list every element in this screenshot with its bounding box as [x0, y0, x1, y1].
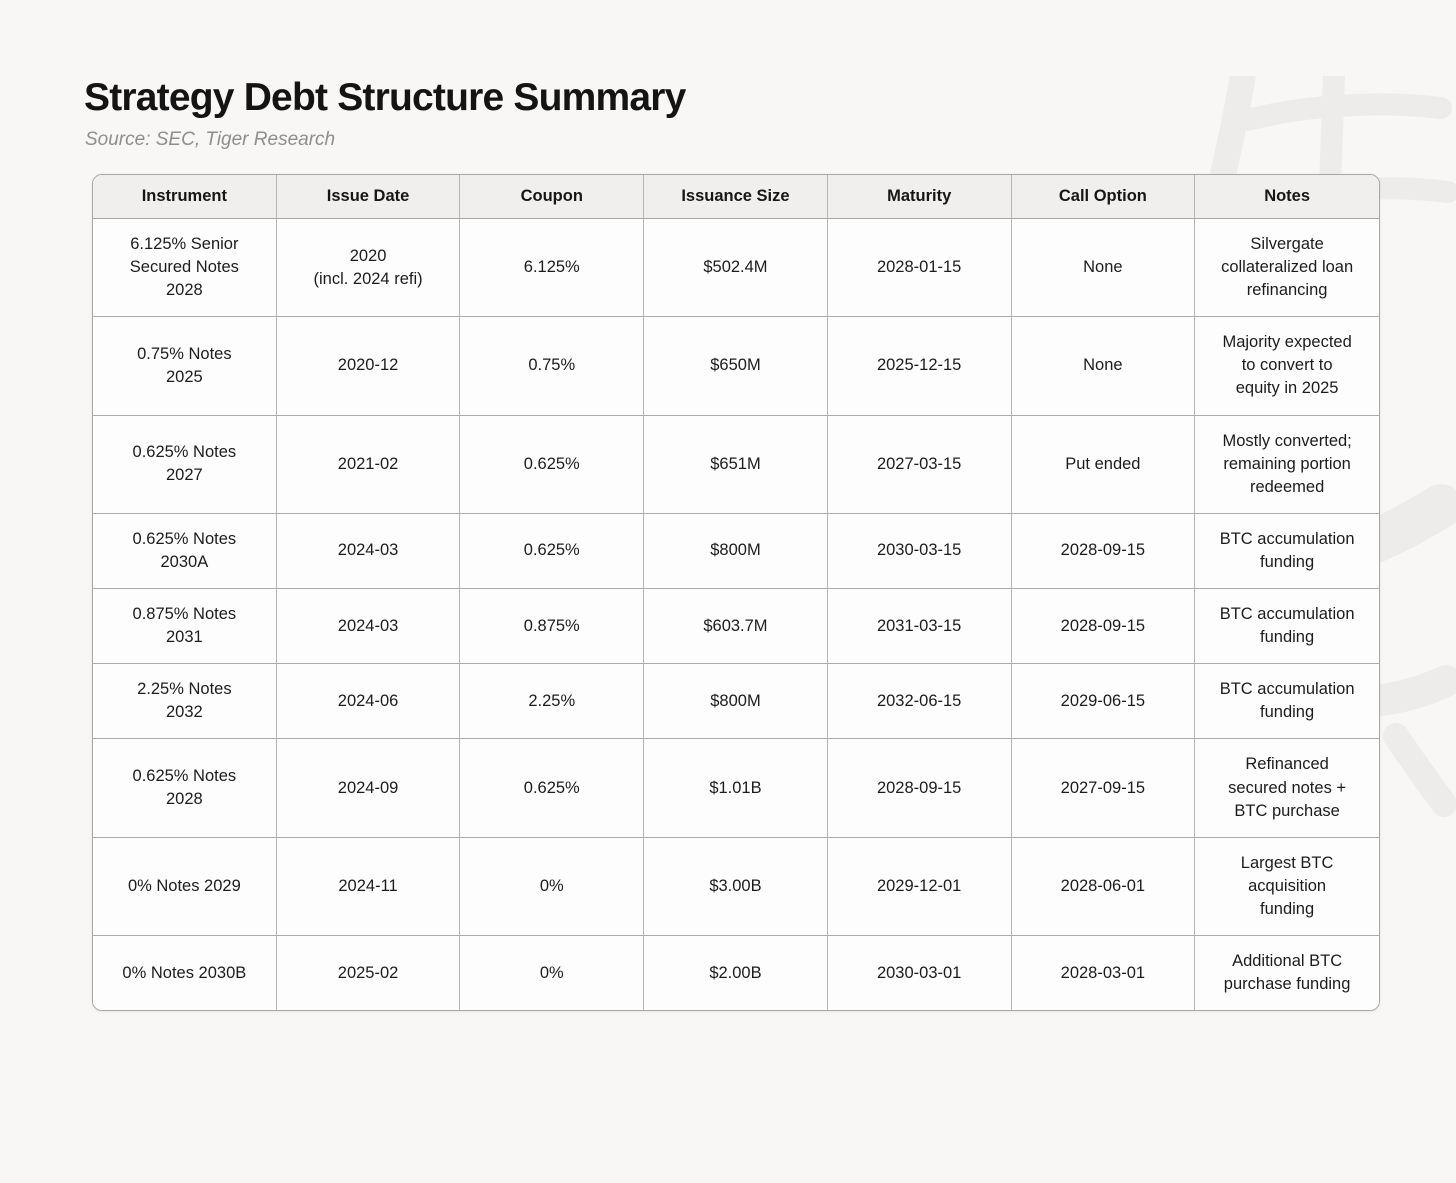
table-body: 6.125% Senior Secured Notes 2028 2020 (in…: [93, 219, 1379, 1011]
table-cell: Largest BTC acquisition funding: [1195, 837, 1379, 936]
table-cell: 2027-03-15: [827, 415, 1012, 514]
table-cell: 0.75% Notes 2025: [93, 317, 277, 416]
table-cell: 0% Notes 2030B: [93, 935, 277, 1011]
table-row: 0% Notes 2030B 2025-02 0% $2.00B 2030-03-01 2…: [93, 935, 1379, 1011]
table-row: 0.625% Notes 2030A 2024-03 0.625% $800M 2030…: [93, 513, 1379, 590]
table-cell: Put ended: [1011, 415, 1196, 514]
table-cell: 2027-09-15: [1011, 739, 1196, 838]
debt-structure-table: Instrument Issue Date Coupon Issuance Size M…: [93, 175, 1379, 1011]
table-cell: 2028-03-01: [1011, 935, 1196, 1011]
table-cell: 2028-09-15: [1011, 513, 1196, 590]
table-cell: $800M: [644, 664, 828, 740]
column-header: Notes: [1195, 175, 1379, 219]
table-cell: 2030-03-15: [827, 513, 1012, 590]
table-cell: 2028-09-15: [1011, 589, 1196, 665]
table-cell: $2.00B: [644, 935, 828, 1011]
table-row: 6.125% Senior Secured Notes 2028 2020 (in…: [93, 219, 1379, 318]
table-cell: Majority expected to convert to equity i…: [1195, 317, 1379, 416]
table-cell: 0.625% Notes 2028: [93, 739, 277, 838]
column-header: Instrument: [93, 175, 277, 219]
table-cell: $650M: [644, 317, 828, 416]
column-header: Issue Date: [276, 175, 461, 219]
table-cell: Additional BTC purchase funding: [1195, 935, 1379, 1011]
table-cell: 0.625% Notes 2027: [93, 415, 277, 514]
table-cell: $1.01B: [644, 739, 828, 838]
table-cell: 0.875% Notes 2031: [93, 589, 277, 665]
table-cell: 2025-02: [276, 935, 461, 1011]
table-header: Instrument Issue Date Coupon Issuance Size M…: [93, 175, 1379, 219]
debt-structure-table-container: Instrument Issue Date Coupon Issuance Size M…: [92, 174, 1380, 1012]
table-cell: BTC accumulation funding: [1195, 513, 1379, 590]
table-cell: 0.625%: [460, 739, 645, 838]
table-cell: 0%: [460, 935, 645, 1011]
table-cell: $651M: [644, 415, 828, 514]
table-row: 0% Notes 2029 2024-11 0% $3.00B 2029-12-01 20…: [93, 837, 1379, 936]
table-cell: 6.125%: [460, 219, 645, 318]
table-cell: 2028-06-01: [1011, 837, 1196, 936]
column-header: Maturity: [827, 175, 1012, 219]
table-cell: None: [1011, 219, 1196, 318]
table-row: 0.625% Notes 2027 2021-02 0.625% $651M 2027-…: [93, 415, 1379, 514]
table-cell: 2029-06-15: [1011, 664, 1196, 740]
table-cell: 2021-02: [276, 415, 461, 514]
table-cell: 2024-09: [276, 739, 461, 838]
table-cell: 2030-03-01: [827, 935, 1012, 1011]
table-cell: Mostly converted; remaining portion rede…: [1195, 415, 1379, 514]
table-cell: 0.625% Notes 2030A: [93, 513, 277, 590]
table-cell: 0%: [460, 837, 645, 936]
page-source: Source: SEC, Tiger Research: [85, 129, 336, 150]
page-title: Strategy Debt Structure Summary: [84, 76, 686, 119]
column-header: Coupon: [460, 175, 645, 219]
table-cell: $3.00B: [644, 837, 828, 936]
table-cell: 0.625%: [460, 513, 645, 590]
table-cell: 2024-11: [276, 837, 461, 936]
table-cell: $502.4M: [644, 219, 828, 318]
table-cell: 2028-09-15: [827, 739, 1012, 838]
table-cell: 2029-12-01: [827, 837, 1012, 936]
table-cell: 0.625%: [460, 415, 645, 514]
table-cell: 6.125% Senior Secured Notes 2028: [93, 219, 277, 318]
table-cell: 2032-06-15: [827, 664, 1012, 740]
table-cell: Silvergate collateralized loan refinanci…: [1195, 219, 1379, 318]
table-cell: 2.25%: [460, 664, 645, 740]
table-cell: 2025-12-15: [827, 317, 1012, 416]
table-cell: 2024-06: [276, 664, 461, 740]
table-cell: 0% Notes 2029: [93, 837, 277, 936]
table-row: 2.25% Notes 2032 2024-06 2.25% $800M 2032-06…: [93, 664, 1379, 740]
table-cell: None: [1011, 317, 1196, 416]
table-row: 0.875% Notes 2031 2024-03 0.875% $603.7M 203…: [93, 589, 1379, 665]
column-header: Issuance Size: [644, 175, 828, 219]
table-cell: BTC accumulation funding: [1195, 664, 1379, 740]
table-cell: 0.875%: [460, 589, 645, 665]
table-cell: $800M: [644, 513, 828, 590]
page: { "page": { "title": "Strategy Debt Stru…: [0, 76, 1456, 1183]
table-row: 0.625% Notes 2028 2024-09 0.625% $1.01B 2028…: [93, 739, 1379, 838]
table-cell: BTC accumulation funding: [1195, 589, 1379, 665]
table-cell: 2028-01-15: [827, 219, 1012, 318]
table-header-row: Instrument Issue Date Coupon Issuance Size M…: [93, 175, 1379, 219]
table-cell: 2024-03: [276, 513, 461, 590]
table-cell: $603.7M: [644, 589, 828, 665]
content: Strategy Debt Structure Summary Source: …: [0, 76, 1456, 1012]
table-cell: 2031-03-15: [827, 589, 1012, 665]
table-cell: 2020 (incl. 2024 refi): [276, 219, 461, 318]
column-header: Call Option: [1011, 175, 1196, 219]
table-cell: 0.75%: [460, 317, 645, 416]
table-cell: Refinanced secured notes + BTC purchase: [1195, 739, 1379, 838]
table-row: 0.75% Notes 2025 2020-12 0.75% $650M 2025-12…: [93, 317, 1379, 416]
table-cell: 2020-12: [276, 317, 461, 416]
table-cell: 2.25% Notes 2032: [93, 664, 277, 740]
table-cell: 2024-03: [276, 589, 461, 665]
